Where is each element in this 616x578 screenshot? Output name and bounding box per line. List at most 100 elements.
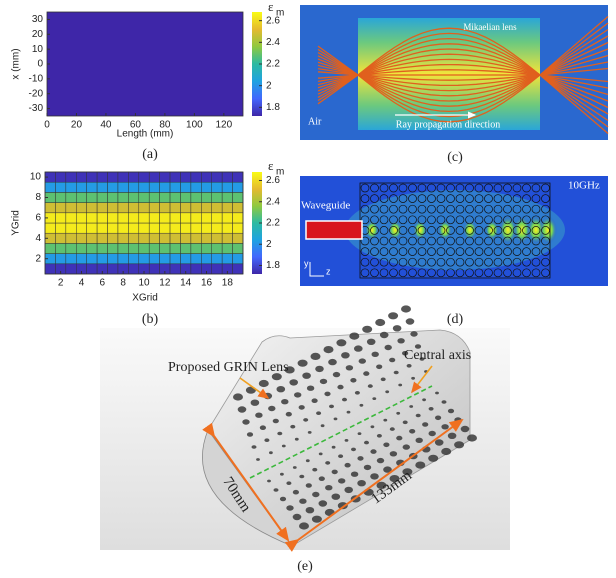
cell (180, 203, 190, 213)
cell (233, 254, 243, 264)
cell (212, 192, 222, 202)
hole (333, 372, 340, 377)
cell (160, 182, 170, 192)
hole (381, 378, 386, 382)
hole (448, 433, 457, 439)
hole (435, 392, 439, 395)
hole (396, 412, 400, 415)
hole (441, 424, 448, 429)
hole (320, 379, 327, 384)
hole (376, 365, 382, 370)
cell (97, 182, 107, 192)
hole (312, 398, 318, 403)
cell (233, 223, 243, 233)
cell (87, 192, 97, 202)
hole (307, 386, 314, 391)
cell (55, 223, 65, 233)
cell (66, 172, 76, 182)
cell (118, 223, 128, 233)
cell (139, 203, 149, 213)
y-tick-label: 6 (35, 213, 41, 224)
cell (233, 203, 243, 213)
hole (312, 516, 322, 523)
hole (312, 492, 319, 497)
hole (247, 432, 253, 437)
hole (274, 488, 279, 492)
cell (55, 233, 65, 243)
cell (76, 182, 86, 192)
y-tick-label: 30 (32, 14, 44, 25)
y-tick-label: -20 (29, 88, 44, 99)
cell (139, 172, 149, 182)
cell (87, 203, 97, 213)
hole (302, 373, 311, 379)
cell (201, 182, 211, 192)
hole (319, 476, 325, 481)
colorbar-tick-label: 2.6 (266, 175, 280, 186)
caption: (b) (142, 312, 159, 327)
hole (389, 358, 395, 363)
hole (347, 411, 351, 414)
cell (191, 172, 201, 182)
hole (372, 397, 376, 400)
cell (191, 243, 201, 253)
cell (201, 243, 211, 253)
hole (372, 352, 379, 357)
cell (128, 213, 138, 223)
hole (328, 359, 337, 365)
cell (160, 254, 170, 264)
cell (170, 182, 180, 192)
x-tick-label: 100 (186, 120, 203, 131)
cell (76, 172, 86, 182)
x-tick-label: 12 (159, 278, 171, 289)
cell (128, 223, 138, 233)
hole (290, 425, 295, 429)
hole (410, 331, 417, 336)
cell (118, 213, 128, 223)
hole (409, 405, 413, 408)
hole (267, 480, 271, 483)
axis-label: y (304, 258, 309, 268)
cell (170, 264, 180, 274)
cell (212, 172, 222, 182)
cell (66, 203, 76, 213)
colorbar-tick-label: 2 (266, 239, 272, 250)
cell (139, 243, 149, 253)
cell (233, 213, 243, 223)
hole (428, 455, 438, 462)
cell (233, 182, 243, 192)
cell (149, 233, 159, 243)
hole (394, 371, 399, 375)
cell (201, 203, 211, 213)
cell (118, 243, 128, 253)
hole (415, 462, 425, 469)
hole (332, 470, 338, 475)
hole (344, 487, 353, 493)
cell (191, 223, 201, 233)
cell (66, 182, 76, 192)
hole (448, 409, 454, 414)
cell (160, 203, 170, 213)
hole (346, 365, 353, 370)
hole (390, 451, 397, 456)
x-tick-label: 40 (100, 120, 112, 131)
hole (269, 451, 273, 454)
hole (337, 385, 343, 390)
cell (55, 254, 65, 264)
cell (108, 213, 118, 223)
cell (118, 233, 128, 243)
hole (442, 400, 447, 404)
hole (293, 514, 302, 520)
cell (191, 213, 201, 223)
hole (295, 438, 299, 441)
cell (87, 213, 97, 223)
colorbar-tick-label: 2.4 (266, 196, 280, 207)
hole (357, 456, 363, 461)
hole (422, 398, 426, 401)
cell (108, 203, 118, 213)
cell (160, 233, 170, 243)
hole (277, 432, 282, 436)
hole (351, 448, 356, 452)
y-axis-label: YGrid (11, 210, 22, 236)
cell (97, 213, 107, 223)
